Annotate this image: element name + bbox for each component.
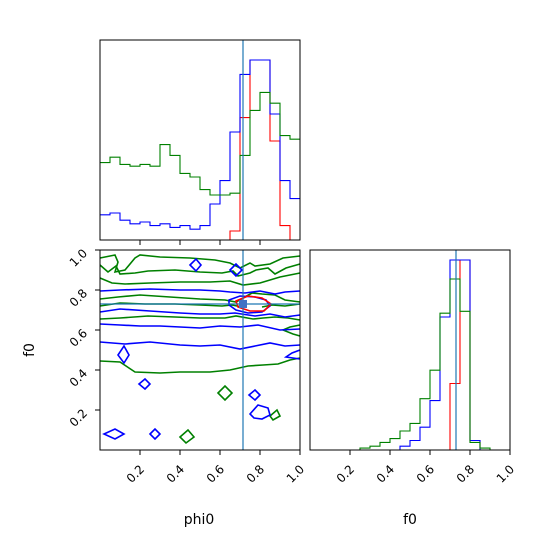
blue-contours	[99, 257, 301, 441]
y-axis-label-f0: f0	[22, 343, 38, 357]
x-tick-label: 0.8	[244, 462, 267, 485]
green-contour-level	[268, 408, 282, 422]
green-contour-level	[216, 384, 234, 402]
blue-contour-level	[99, 308, 301, 318]
y-tick-label: 1.0	[67, 246, 90, 269]
x-tick-label: 1.0	[494, 462, 517, 485]
blue-contour-level	[148, 427, 162, 441]
phi0-histogram-series	[100, 59, 300, 241]
phi0-marginal-ticks	[139, 240, 261, 245]
green-contour-level	[178, 428, 196, 445]
blue-contour-level	[99, 341, 301, 350]
green-contour-level	[99, 357, 301, 374]
green-contour-level	[99, 272, 301, 286]
x-tick-label: 0.8	[454, 462, 477, 485]
x-tick-label: 0.2	[334, 462, 357, 485]
f0-blue-histogram	[310, 259, 510, 451]
green-contour-level	[99, 292, 301, 303]
f0-vs-phi0-panel: 0.2 0.4 0.6 0.8 1.0 0.2 0.4 0.6 0.8 1.0	[67, 246, 307, 485]
phi0-marginal-panel	[99, 39, 301, 245]
blue-contour-level	[137, 377, 152, 391]
y-tick-label: 0.8	[67, 286, 90, 309]
x-axis-label-phi0: phi0	[184, 512, 215, 528]
phi0-green-histogram	[100, 91, 300, 196]
blue-contour-level	[283, 349, 301, 360]
f0-histogram-series	[310, 259, 510, 451]
y-tick-label: 0.2	[67, 406, 90, 429]
truth-marker	[239, 300, 247, 308]
f0-marginal-frame	[309, 249, 511, 451]
phi0-marginal-frame	[99, 39, 301, 241]
green-contour-level	[99, 263, 301, 277]
x-tick-label: 0.6	[204, 462, 227, 485]
f0-red-histogram	[310, 259, 510, 451]
phi0-blue-histogram	[100, 59, 300, 230]
blue-contour-level	[228, 262, 244, 278]
blue-contour-level	[117, 344, 130, 365]
blue-contour-level	[102, 428, 126, 440]
blue-contour-level	[248, 404, 271, 420]
x-tick-label: 1.0	[284, 462, 307, 485]
blue-contour-level	[99, 323, 301, 331]
y-tick-label: 0.6	[67, 326, 90, 349]
blue-contour-level	[99, 288, 301, 295]
f0-marginal-ticks: 0.2 0.4 0.6 0.8 1.0	[334, 450, 517, 486]
f0-green-histogram	[310, 278, 510, 451]
green-contour-level	[99, 254, 301, 274]
x-axis-label-f0: f0	[403, 512, 417, 528]
contour-panel-frame	[99, 249, 301, 451]
x-tick-label: 0.4	[164, 462, 187, 485]
green-contour-level	[99, 315, 301, 321]
y-tick-label: 0.4	[67, 366, 90, 389]
x-tick-label: 0.4	[374, 462, 397, 485]
x-tick-label: 0.2	[124, 462, 147, 485]
f0-marginal-panel: 0.2 0.4 0.6 0.8 1.0	[309, 249, 517, 486]
blue-contour-level	[188, 257, 203, 273]
green-contour-level	[261, 303, 301, 308]
x-tick-label: 0.6	[414, 462, 437, 485]
blue-contour-level	[247, 388, 262, 402]
